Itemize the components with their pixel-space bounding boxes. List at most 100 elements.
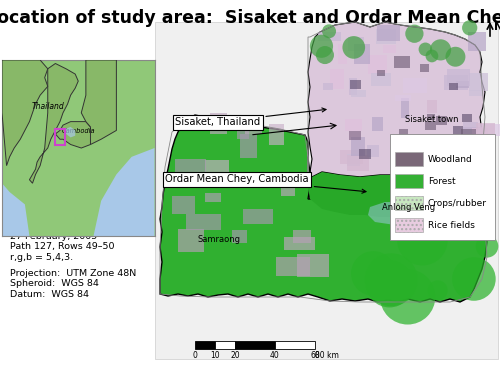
Text: 0: 0 [192, 351, 198, 360]
Text: 10: 10 [210, 351, 220, 360]
Bar [240, 134, 257, 158]
Bar [237, 125, 249, 139]
Bar [172, 195, 196, 214]
Bar [215, 341, 235, 349]
Bar [350, 90, 366, 97]
Polygon shape [82, 60, 116, 144]
Bar [420, 64, 430, 72]
Bar [347, 154, 360, 166]
Polygon shape [56, 122, 94, 148]
Bar [478, 124, 500, 136]
Bar [298, 255, 329, 277]
Bar [246, 125, 262, 134]
Bar [350, 80, 360, 89]
Bar [444, 75, 468, 90]
Circle shape [366, 260, 414, 307]
Bar [463, 122, 478, 138]
Circle shape [406, 25, 423, 43]
Bar [426, 99, 436, 113]
Bar [395, 218, 423, 232]
Polygon shape [2, 0, 500, 236]
Bar [468, 90, 483, 96]
Bar [426, 121, 436, 130]
Bar [318, 32, 340, 41]
Bar [394, 56, 410, 68]
Bar [56, 128, 66, 144]
Bar [453, 126, 463, 134]
Bar [293, 230, 310, 243]
Bar [340, 150, 363, 164]
Text: Thailand: Thailand [32, 102, 64, 111]
Bar [399, 130, 407, 136]
Polygon shape [2, 183, 29, 236]
Bar [468, 32, 486, 51]
Bar [472, 128, 488, 138]
Bar [383, 45, 396, 53]
Bar [396, 95, 411, 101]
Text: Sisaket town: Sisaket town [405, 115, 458, 123]
Bar [462, 114, 472, 122]
Bar [348, 155, 370, 171]
Text: Province boundaries and
Landsat 5 TM+ scenes: Province boundaries and Landsat 5 TM+ sc… [10, 202, 128, 221]
Text: Rice fields: Rice fields [428, 221, 475, 229]
Text: Sisaket, Thailand: Sisaket, Thailand [175, 108, 326, 127]
Polygon shape [160, 115, 487, 302]
Bar [358, 149, 370, 159]
Circle shape [462, 20, 477, 36]
Bar [155, 22, 498, 359]
Bar [232, 230, 247, 243]
Bar [449, 83, 458, 90]
Text: Ordar Mean Chey, Cambodia: Ordar Mean Chey, Cambodia [165, 174, 366, 193]
Bar [350, 131, 361, 140]
Bar [371, 73, 391, 86]
Bar [463, 127, 482, 137]
Circle shape [322, 24, 336, 38]
Text: 20: 20 [230, 351, 240, 360]
Bar [284, 237, 315, 250]
Text: 27 February, 2005
Path 127, Rows 49–50
r,g,b = 5,4,3.: 27 February, 2005 Path 127, Rows 49–50 r… [10, 232, 115, 262]
Bar [205, 193, 221, 202]
Circle shape [310, 35, 333, 58]
Bar [456, 81, 469, 88]
Bar [242, 209, 273, 224]
Bar [275, 341, 315, 349]
Text: 40: 40 [270, 351, 280, 360]
Bar [205, 160, 229, 181]
Circle shape [397, 215, 448, 265]
Bar [368, 55, 387, 74]
Bar [476, 123, 495, 139]
Bar [276, 257, 310, 276]
Circle shape [476, 235, 498, 258]
FancyBboxPatch shape [390, 134, 495, 240]
Text: Forest: Forest [428, 176, 456, 185]
Bar [395, 152, 423, 166]
Bar [436, 116, 447, 125]
Bar [446, 69, 469, 86]
Text: N: N [494, 22, 500, 32]
Polygon shape [368, 202, 425, 225]
Polygon shape [308, 22, 485, 220]
Circle shape [430, 39, 451, 60]
Bar [403, 78, 427, 93]
Circle shape [380, 269, 436, 325]
Text: Projection:  UTM Zone 48N
Spheroid:  WGS 84
Datum:  WGS 84: Projection: UTM Zone 48N Spheroid: WGS 8… [10, 269, 136, 299]
Bar [427, 114, 434, 120]
Bar [330, 69, 344, 89]
Bar [468, 73, 488, 91]
Circle shape [452, 257, 496, 301]
Circle shape [428, 280, 448, 300]
Text: Location of study area:  Sisaket and Ordar Mean Chey: Location of study area: Sisaket and Orda… [0, 9, 500, 27]
Polygon shape [30, 63, 78, 183]
Bar [268, 124, 283, 145]
Bar [322, 83, 334, 90]
Bar [461, 129, 475, 141]
Bar [395, 174, 423, 188]
Text: Woodland: Woodland [428, 154, 473, 163]
Bar [345, 119, 362, 131]
Polygon shape [2, 60, 48, 166]
Text: Anlong Veng: Anlong Veng [382, 202, 435, 212]
Bar [378, 25, 400, 41]
Circle shape [446, 47, 466, 67]
Text: 60: 60 [310, 351, 320, 360]
Circle shape [426, 50, 438, 62]
